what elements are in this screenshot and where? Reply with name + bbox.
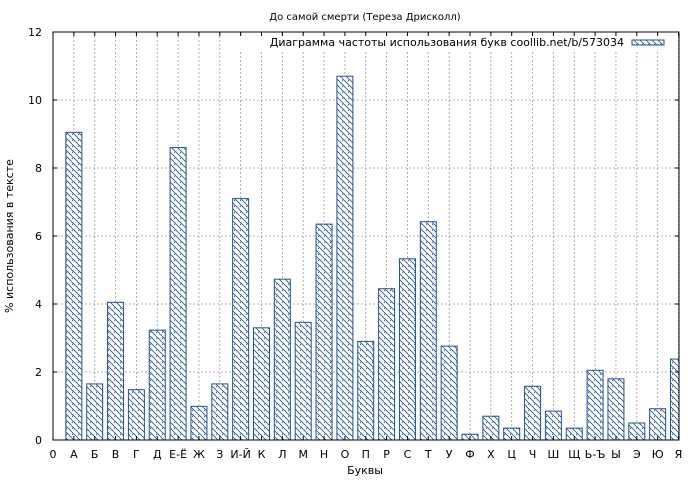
bar — [544, 410, 562, 440]
legend-label: Диаграмма частоты использования букв coo… — [270, 36, 624, 49]
bar — [419, 221, 437, 440]
x-tick-label: Ц — [507, 448, 516, 461]
bar — [107, 301, 125, 440]
y-tick-label: 6 — [35, 230, 42, 243]
y-tick-label: 4 — [35, 298, 42, 311]
y-axis: 0 2 4 6 8 10 12 — [28, 26, 679, 447]
x-tick-label: П — [362, 448, 370, 461]
x-tick-label: Ш — [548, 448, 560, 461]
y-axis-title: % использования в тексте — [3, 159, 16, 313]
bar — [503, 427, 521, 440]
x-tick-label: Ч — [529, 448, 537, 461]
bar — [398, 258, 416, 440]
bar — [628, 422, 646, 440]
x-tick-label: А — [70, 448, 78, 461]
bar — [524, 385, 542, 440]
bar — [440, 345, 458, 440]
x-tick-label: Л — [278, 448, 286, 461]
x-tick-label: Ф — [465, 448, 474, 461]
x-tick-label: Б — [91, 448, 99, 461]
bar — [86, 383, 104, 440]
bar — [169, 147, 187, 440]
x-tick-label: Р — [383, 448, 390, 461]
bar — [232, 198, 250, 440]
x-tick-label: Е-Ё — [169, 448, 187, 461]
x-tick-label: З — [216, 448, 223, 461]
bar — [378, 288, 396, 440]
x-tick-label: Ь-Ъ — [585, 448, 606, 461]
bar — [253, 327, 270, 440]
x-tick-label: Ю — [652, 448, 664, 461]
x-tick-label: С — [404, 448, 412, 461]
bar — [273, 278, 291, 440]
x-axis-title: Буквы — [347, 464, 383, 477]
y-tick-label: 2 — [35, 366, 42, 379]
y-tick-label: 8 — [35, 162, 42, 175]
bar — [586, 369, 604, 440]
bar — [336, 75, 354, 440]
bar — [565, 427, 583, 440]
legend-swatch — [631, 39, 665, 46]
x-tick-label: И-Й — [230, 448, 250, 461]
x-tick-label: Н — [320, 448, 328, 461]
bar — [294, 321, 312, 440]
bar — [482, 415, 500, 440]
x-tick-label: Х — [487, 448, 495, 461]
x-tick-label: Д — [153, 448, 162, 461]
x-tick-label: 0 — [50, 448, 57, 461]
bar — [127, 389, 145, 440]
bar — [607, 378, 625, 440]
bar — [649, 408, 667, 440]
bar — [211, 383, 229, 440]
y-tick-label: 0 — [35, 434, 42, 447]
y-tick-label: 12 — [28, 26, 42, 39]
x-tick-label: Г — [133, 448, 140, 461]
x-tick-label: М — [298, 448, 308, 461]
bar — [315, 223, 333, 440]
x-tick-label: Ы — [611, 448, 621, 461]
y-tick-label: 10 — [28, 94, 42, 107]
x-tick-label: Э — [633, 448, 641, 461]
chart-title: До самой смерти (Тереза Дрисколл) — [269, 12, 461, 23]
x-tick-label: В — [112, 448, 120, 461]
bar — [190, 405, 208, 440]
bar — [65, 131, 83, 440]
x-tick-label: Щ — [568, 448, 580, 461]
x-tick-label: Ж — [193, 448, 205, 461]
x-tick-label: К — [258, 448, 266, 461]
x-tick-label: Т — [424, 448, 432, 461]
x-tick-label: О — [341, 448, 350, 461]
bar — [148, 329, 166, 440]
x-axis: 0 А Б В Г Д Е-Ё Ж З И-Й К Л М Н О П Р С Т У Ф Х Ц Ч Ш Щ Ь-Ъ Ы Э Ю Я — [50, 32, 683, 461]
legend: Диаграмма частоты использования букв coo… — [240, 36, 672, 50]
x-tick-label: Я — [675, 448, 683, 461]
bar — [357, 340, 375, 440]
bars-group — [65, 75, 679, 440]
x-tick-label: У — [446, 448, 453, 461]
